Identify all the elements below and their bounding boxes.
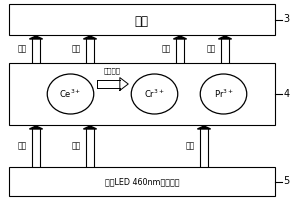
- Text: 3: 3: [284, 15, 290, 24]
- Polygon shape: [83, 36, 97, 39]
- Ellipse shape: [47, 74, 94, 114]
- Text: Ce$^{3+}$: Ce$^{3+}$: [59, 88, 82, 100]
- Text: 蓝光: 蓝光: [18, 45, 27, 53]
- Bar: [9, 167, 274, 196]
- Bar: [9, 63, 274, 125]
- Text: 4: 4: [284, 89, 290, 99]
- Ellipse shape: [200, 74, 247, 114]
- Polygon shape: [173, 36, 187, 39]
- Polygon shape: [29, 126, 43, 129]
- Ellipse shape: [131, 74, 178, 114]
- Bar: [9, 4, 274, 35]
- Text: 白光: 白光: [135, 15, 149, 28]
- Text: 蓝光: 蓝光: [18, 142, 27, 150]
- Polygon shape: [197, 126, 211, 129]
- Text: 红光: 红光: [162, 45, 171, 53]
- Polygon shape: [120, 78, 128, 90]
- Text: Cr$^{3+}$: Cr$^{3+}$: [144, 88, 165, 100]
- Text: 蓝光LED 460nm附近发光: 蓝光LED 460nm附近发光: [105, 177, 179, 186]
- Text: 红光: 红光: [207, 45, 216, 53]
- Text: 蓝光: 蓝光: [186, 142, 195, 150]
- Text: 黄光: 黄光: [72, 45, 81, 53]
- Text: 5: 5: [284, 176, 290, 186]
- Polygon shape: [218, 36, 232, 39]
- Text: Pr$^{3+}$: Pr$^{3+}$: [214, 88, 233, 100]
- Polygon shape: [29, 36, 43, 39]
- Polygon shape: [83, 126, 97, 129]
- Text: 蓝光: 蓝光: [72, 142, 81, 150]
- Text: 能量转移: 能量转移: [104, 68, 121, 74]
